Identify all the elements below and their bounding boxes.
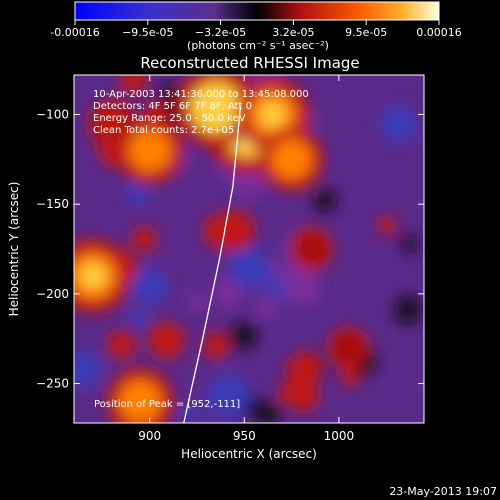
colorbar-tick-label: -0.00016 bbox=[50, 26, 99, 39]
heatmap-patch bbox=[148, 322, 185, 360]
peak-position-label: Position of Peak = [952,-111] bbox=[94, 399, 240, 410]
heatmap-patch bbox=[187, 292, 207, 311]
hotspot-core bbox=[138, 138, 162, 162]
heatmap-patch bbox=[202, 331, 230, 359]
heatmap-patch bbox=[377, 215, 397, 235]
heatmap-patch bbox=[230, 322, 258, 350]
y-tick-label: −200 bbox=[36, 287, 69, 301]
hotspot-core bbox=[80, 263, 106, 289]
heatmap-patch bbox=[131, 268, 167, 304]
heatmap-patch bbox=[313, 188, 337, 213]
hotspot-core bbox=[280, 148, 303, 171]
heatmap-patch bbox=[212, 276, 244, 308]
y-axis-ticks: −100 −150 −200 −250 bbox=[36, 107, 424, 391]
heatmap-patch bbox=[74, 351, 101, 388]
hotspot-core bbox=[341, 341, 355, 355]
y-tick-label: −100 bbox=[36, 107, 69, 121]
annotation-time: 10-Apr-2003 13:41:36.000 to 13:45:08.000 bbox=[93, 89, 309, 100]
solar-limb-curve bbox=[183, 105, 242, 423]
heatmap-patch bbox=[394, 295, 423, 325]
colorbar-tick-label: 0.00016 bbox=[416, 26, 462, 39]
chart-title: Reconstructed RHESSI Image bbox=[140, 54, 359, 72]
heatmap-patch bbox=[130, 308, 148, 326]
hotspot-core bbox=[104, 115, 120, 132]
heatmap-patch bbox=[278, 379, 307, 407]
heatmap-patch bbox=[255, 402, 281, 423]
colorbar bbox=[74, 1, 440, 21]
heatmap-patch bbox=[401, 235, 419, 253]
colorbar-tick-label: −3.2e-05 bbox=[195, 26, 246, 39]
colorbar-units: (photons cm⁻² s⁻¹ asec⁻²) bbox=[187, 39, 329, 52]
heatmap-patch bbox=[255, 297, 276, 319]
hotspot-core bbox=[303, 241, 318, 257]
y-tick-label: −250 bbox=[36, 377, 69, 391]
heatmap-patch bbox=[287, 351, 323, 387]
heatmap-patch bbox=[269, 260, 289, 279]
footer-date: 23-May-2013 19:07 bbox=[389, 485, 497, 498]
x-axis-ticks: 900 950 1000 bbox=[138, 75, 354, 443]
hotspot-core bbox=[202, 93, 230, 122]
y-tick-label: −150 bbox=[36, 197, 69, 211]
heatmap-patch bbox=[229, 248, 271, 289]
x-tick-label: 1000 bbox=[324, 429, 355, 443]
colorbar-tick-label: 9.5e-05 bbox=[345, 26, 387, 39]
colorbar-ticks: -0.00016 −9.5e-05 −3.2e-05 3.2e-05 9.5e-05 0.… bbox=[50, 20, 462, 39]
plot-frame bbox=[73, 74, 425, 424]
hotspot-core bbox=[260, 101, 286, 128]
heatmap-patch bbox=[213, 209, 255, 252]
annotation-block: 10-Apr-2003 13:41:36.000 to 13:45:08.000… bbox=[93, 89, 309, 136]
hotspot-core bbox=[128, 390, 152, 413]
x-axis-label: Heliocentric X (arcsec) bbox=[181, 447, 317, 461]
annotation-counts: Clean Total counts: 2.7e+05 bbox=[93, 125, 234, 136]
y-axis-label: Heliocentric Y (arcsec) bbox=[7, 182, 21, 317]
colorbar-tick-label: 3.2e-05 bbox=[272, 26, 314, 39]
x-tick-label: 950 bbox=[233, 429, 256, 443]
x-tick-label: 900 bbox=[138, 429, 161, 443]
colorbar-tick-label: −9.5e-05 bbox=[122, 26, 173, 39]
heatmap-patch bbox=[127, 182, 150, 206]
heatmap-patch bbox=[283, 268, 321, 306]
heatmap-patch bbox=[131, 226, 157, 252]
annotation-energy: Energy Range: 25.0 - 50.0 keV bbox=[93, 113, 246, 124]
heatmap-patch bbox=[107, 330, 136, 360]
heatmap bbox=[74, 75, 423, 423]
heatmap-patch bbox=[206, 375, 250, 419]
annotation-detectors: Detectors: 4F 5F 6F 7F 8F, Att 0 bbox=[93, 101, 252, 112]
heatmap-patch bbox=[379, 105, 417, 143]
heatmap-patch bbox=[119, 75, 148, 95]
